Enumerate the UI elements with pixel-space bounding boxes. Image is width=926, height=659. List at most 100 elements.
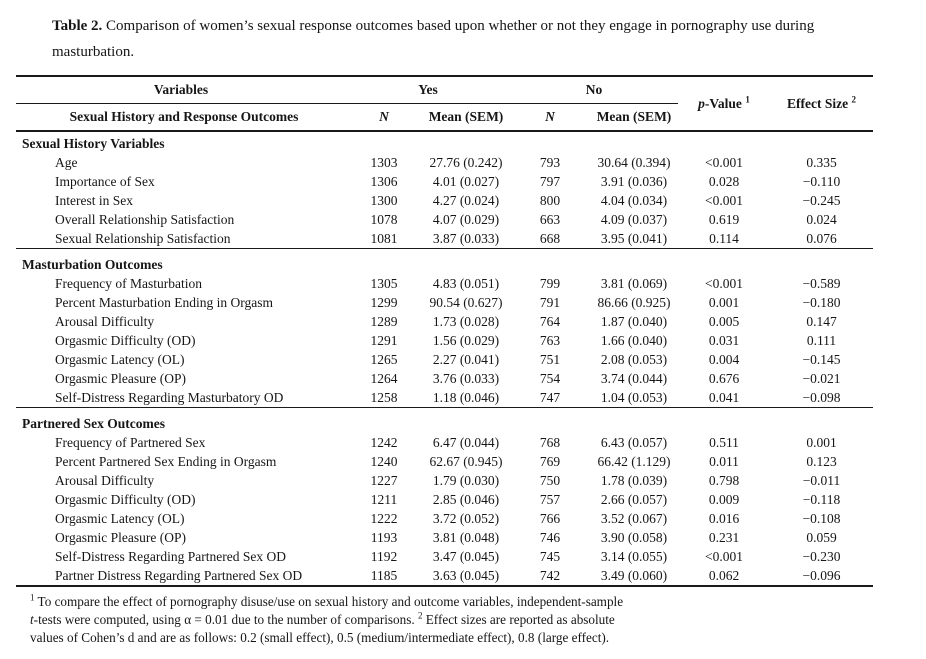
table-row: Orgasmic Pleasure (OP) 1193 3.81 (0.048) 74…	[16, 528, 873, 547]
cell-mean-sem-no: 3.52 (0.067)	[600, 511, 668, 526]
table-row: Arousal Difficulty 1227 1.79 (0.030) 750 1.7…	[16, 471, 873, 490]
cell-mean-sem-yes: 2.27 (0.041)	[432, 352, 500, 367]
cell-mean-sem-yes: 3.76 (0.033)	[432, 371, 500, 386]
p-value-rest: -Value	[704, 95, 742, 111]
footnote-text-2a: -tests were computed, using α = 0.01 due…	[33, 612, 418, 627]
cell-effect-size: −0.021	[802, 371, 841, 386]
cell-effect-size: 0.147	[806, 314, 837, 329]
header-p-value: p-Value 1	[678, 75, 770, 132]
cell-n-no: 750	[539, 473, 561, 488]
cell-n-no: 793	[539, 155, 561, 170]
table-header: Variables Yes No p-Value 1 Effect Size 2…	[16, 75, 873, 132]
effect-size-footnote-mark: 2	[851, 94, 856, 104]
section-header-row: Masturbation Outcomes	[16, 248, 873, 274]
cell-p-value: 0.016	[708, 511, 740, 526]
cell-label: Sexual Relationship Satisfaction	[55, 231, 231, 246]
cell-n-no: 746	[539, 530, 561, 545]
table-row: Orgasmic Latency (OL) 1222 3.72 (0.052) 766…	[16, 509, 873, 528]
cell-effect-size: −0.589	[802, 276, 841, 291]
cell-n-yes: 1264	[370, 371, 398, 386]
table-row: Age 1303 27.76 (0.242) 793 30.64 (0.394) <0.0…	[16, 153, 873, 172]
header-yes: Yes	[346, 75, 510, 104]
cell-effect-size: −0.230	[802, 549, 841, 564]
cell-n-yes: 1240	[370, 454, 398, 469]
section-title: Sexual History Variables	[22, 136, 165, 151]
cell-p-value: 0.028	[708, 174, 740, 189]
cell-mean-sem-yes: 1.79 (0.030)	[432, 473, 500, 488]
cell-mean-sem-yes: 1.73 (0.028)	[432, 314, 500, 329]
cell-label: Frequency of Partnered Sex	[55, 435, 206, 450]
table-row: Partner Distress Regarding Partnered Sex…	[16, 566, 873, 587]
section-title: Partnered Sex Outcomes	[16, 407, 873, 433]
cell-p-value: 0.005	[708, 314, 740, 329]
cell-mean-sem-no: 1.04 (0.053)	[600, 390, 668, 405]
cell-n-no: 799	[539, 276, 561, 291]
cell-n-no: 791	[539, 295, 561, 310]
table-row: Self-Distress Regarding Masturbatory OD 1…	[16, 388, 873, 408]
table-row: Percent Masturbation Ending in Orgasm 129…	[16, 293, 873, 312]
cell-mean-sem-no: 6.43 (0.057)	[600, 435, 668, 450]
cell-mean-sem-yes: 1.56 (0.029)	[432, 333, 500, 348]
p-value-footnote-mark: 1	[745, 94, 750, 104]
footnote-line-2: t-tests were computed, using α = 0.01 du…	[30, 611, 882, 629]
footnote-mark-1: 1	[30, 592, 35, 603]
cell-p-value: 0.511	[709, 435, 739, 450]
cell-label: Self-Distress Regarding Partnered Sex OD	[55, 549, 286, 564]
header-mean-sem-yes: Mean (SEM)	[422, 103, 510, 132]
cell-mean-sem-no: 3.74 (0.044)	[600, 371, 668, 386]
header-n-no: N	[510, 103, 590, 132]
cell-n-no: 663	[539, 212, 561, 227]
cell-label: Partner Distress Regarding Partnered Sex…	[16, 566, 346, 587]
cell-p-value: <0.001	[705, 276, 743, 291]
cell-effect-size: 0.335	[806, 155, 837, 170]
footnote-line-3: values of Cohen’s d and are as follows: …	[30, 629, 882, 647]
cell-label: Arousal Difficulty	[55, 473, 155, 488]
table-row: Orgasmic Pleasure (OP) 1264 3.76 (0.033) 75…	[16, 369, 873, 388]
cell-effect-size: −0.118	[802, 492, 841, 507]
cell-label: Interest in Sex	[55, 193, 133, 208]
table-row: Orgasmic Latency (OL) 1265 2.27 (0.041) 751…	[16, 350, 873, 369]
cell-mean-sem-yes: 3.81 (0.048)	[432, 530, 500, 545]
cell-mean-sem-no: 1.66 (0.040)	[600, 333, 668, 348]
table-footnote: 1 To compare the effect of pornography d…	[30, 593, 882, 647]
header-effect-size: Effect Size 2	[770, 75, 873, 132]
cell-n-yes: 1185	[346, 566, 422, 587]
cell-mean-sem-no: 2.08 (0.053)	[600, 352, 668, 367]
cell-p-value: 0.011	[709, 454, 739, 469]
cell-mean-sem-no: 4.09 (0.037)	[600, 212, 668, 227]
cell-label: Importance of Sex	[55, 174, 155, 189]
cell-mean-sem-no: 3.90 (0.058)	[600, 530, 668, 545]
cell-p-value: 0.114	[709, 231, 739, 246]
cell-mean-sem-yes: 3.63 (0.045)	[422, 566, 510, 587]
table-row: Orgasmic Difficulty (OD) 1211 2.85 (0.046)…	[16, 490, 873, 509]
effect-size-text: Effect Size	[787, 95, 849, 111]
cell-n-no: 797	[539, 174, 561, 189]
p-value-italic: p	[698, 95, 705, 111]
cell-n-no: 764	[539, 314, 561, 329]
cell-n-no: 766	[539, 511, 561, 526]
cell-p-value: 0.798	[708, 473, 740, 488]
cell-n-yes: 1222	[370, 511, 398, 526]
cell-n-yes: 1305	[370, 276, 398, 291]
cell-effect-size: 0.076	[806, 231, 837, 246]
cell-effect-size: −0.108	[802, 511, 841, 526]
table-row: Interest in Sex 1300 4.27 (0.024) 800 4.04 (…	[16, 191, 873, 210]
cell-mean-sem-yes: 1.18 (0.046)	[432, 390, 500, 405]
table-row: Importance of Sex 1306 4.01 (0.027) 797 3.91…	[16, 172, 873, 191]
section-header-row: Sexual History Variables	[16, 131, 873, 153]
cell-mean-sem-no: 3.49 (0.060)	[590, 566, 678, 587]
cell-n-yes: 1078	[370, 212, 398, 227]
cell-n-no: 745	[539, 549, 561, 564]
cell-mean-sem-yes: 4.07 (0.029)	[432, 212, 500, 227]
table-row: Sexual Relationship Satisfaction 1081 3.87…	[16, 229, 873, 249]
section-header-row: Partnered Sex Outcomes	[16, 407, 873, 433]
footnote-text-2b: Effect sizes are reported as absolute	[422, 612, 615, 627]
cell-effect-size: −0.245	[802, 193, 841, 208]
cell-label: Orgasmic Latency (OL)	[55, 352, 185, 367]
header-mean-sem-no: Mean (SEM)	[590, 103, 678, 132]
section-title: Masturbation Outcomes	[16, 248, 873, 274]
comparison-table: Variables Yes No p-Value 1 Effect Size 2…	[16, 75, 873, 587]
cell-label: Orgasmic Pleasure (OP)	[55, 371, 186, 386]
cell-n-yes: 1306	[370, 174, 398, 189]
